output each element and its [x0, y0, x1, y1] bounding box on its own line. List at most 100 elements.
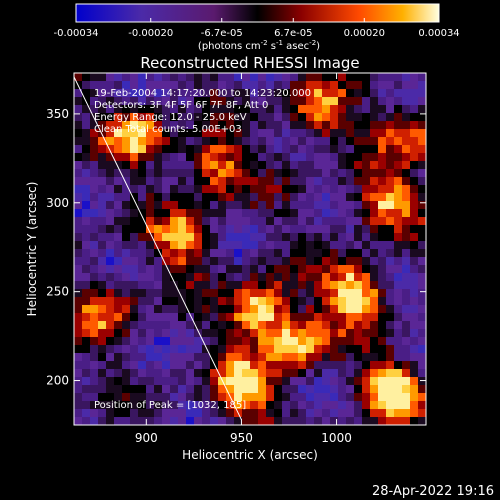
- heatmap-cell: [194, 297, 203, 306]
- heatmap-cell: [138, 409, 147, 418]
- heatmap-cell: [378, 273, 387, 282]
- heatmap-cell: [242, 281, 251, 290]
- heatmap-cell: [394, 401, 403, 410]
- heatmap-cell: [346, 409, 355, 418]
- heatmap-cell: [122, 409, 131, 418]
- heatmap-cell: [346, 353, 355, 362]
- heatmap-cell: [354, 313, 363, 322]
- heatmap-cell: [114, 153, 123, 162]
- heatmap-cell: [186, 257, 195, 266]
- heatmap-cell: [330, 193, 339, 202]
- heatmap-cell: [98, 297, 107, 306]
- heatmap-cell: [170, 393, 179, 402]
- heatmap-cell: [266, 97, 275, 106]
- heatmap-cell: [386, 281, 395, 290]
- heatmap-cell: [338, 369, 347, 378]
- heatmap-cell: [154, 321, 163, 330]
- heatmap-cell: [74, 177, 83, 186]
- heatmap-cell: [298, 289, 307, 298]
- heatmap-cell: [314, 73, 323, 82]
- heatmap-cell: [386, 217, 395, 226]
- heatmap-cell: [250, 81, 259, 90]
- heatmap-cell: [378, 177, 387, 186]
- heatmap-cell: [138, 217, 147, 226]
- heatmap-cell: [322, 89, 331, 98]
- heatmap-cell: [282, 313, 291, 322]
- heatmap-cell: [146, 73, 155, 82]
- peak-position-label: Position of Peak = [1032, 185]: [94, 400, 246, 411]
- heatmap-cell: [298, 377, 307, 386]
- heatmap-cell: [202, 377, 211, 386]
- heatmap-cell: [346, 329, 355, 338]
- heatmap-cell: [154, 345, 163, 354]
- heatmap-cell: [402, 257, 411, 266]
- heatmap-cell: [130, 145, 139, 154]
- heatmap-cell: [394, 225, 403, 234]
- heatmap-cell: [410, 129, 419, 138]
- heatmap-cell: [178, 121, 187, 130]
- heatmap-cell: [338, 409, 347, 418]
- annotation-clean-counts: Clean Total counts: 5.00E+03: [94, 124, 242, 135]
- heatmap-cell: [234, 281, 243, 290]
- heatmap-cell: [354, 369, 363, 378]
- heatmap-cell: [186, 89, 195, 98]
- heatmap-cell: [138, 401, 147, 410]
- heatmap-cell: [378, 329, 387, 338]
- heatmap-cell: [386, 249, 395, 258]
- heatmap-cell: [306, 97, 315, 106]
- heatmap-cell: [402, 121, 411, 130]
- heatmap-cell: [386, 73, 395, 82]
- heatmap-cell: [258, 281, 267, 290]
- heatmap-cell: [178, 289, 187, 298]
- heatmap-cell: [274, 161, 283, 170]
- heatmap-cell: [394, 353, 403, 362]
- heatmap-cell: [218, 145, 227, 154]
- heatmap-cell: [218, 409, 227, 418]
- heatmap-cell: [314, 89, 323, 98]
- heatmap-cell: [330, 153, 339, 162]
- heatmap-cell: [346, 177, 355, 186]
- heatmap-cell: [242, 73, 251, 82]
- heatmap-cell: [90, 345, 99, 354]
- heatmap-cell: [354, 297, 363, 306]
- heatmap-cell: [314, 153, 323, 162]
- heatmap-cell: [106, 281, 115, 290]
- heatmap-cell: [210, 121, 219, 130]
- heatmap-cell: [82, 329, 91, 338]
- heatmap-cell: [298, 361, 307, 370]
- chart-title: Reconstructed RHESSI Image: [140, 54, 359, 72]
- heatmap-cell: [298, 385, 307, 394]
- heatmap-cell: [322, 137, 331, 146]
- heatmap-cell: [82, 273, 91, 282]
- heatmap-cell: [82, 417, 91, 425]
- heatmap-cell: [362, 393, 371, 402]
- heatmap-cell: [370, 369, 379, 378]
- heatmap-cell: [146, 89, 155, 98]
- heatmap-cell: [274, 297, 283, 306]
- heatmap-cell: [194, 377, 203, 386]
- heatmap-cell: [106, 409, 115, 418]
- heatmap-cell: [258, 137, 267, 146]
- heatmap-cell: [418, 313, 426, 322]
- heatmap-cell: [306, 337, 315, 346]
- heatmap-cell: [410, 121, 419, 130]
- heatmap-cell: [386, 89, 395, 98]
- heatmap-cell: [130, 417, 139, 425]
- heatmap-cell: [314, 113, 323, 122]
- heatmap-cell: [210, 337, 219, 346]
- heatmap-cell: [170, 345, 179, 354]
- heatmap-cell: [354, 225, 363, 234]
- heatmap-cell: [154, 73, 163, 82]
- heatmap-cell: [242, 409, 251, 418]
- heatmap-cell: [298, 129, 307, 138]
- heatmap-cell: [234, 209, 243, 218]
- heatmap-cell: [266, 393, 275, 402]
- heatmap-cell: [330, 337, 339, 346]
- heatmap-cell: [418, 185, 426, 194]
- heatmap-cell: [210, 233, 219, 242]
- heatmap-cell: [106, 177, 115, 186]
- heatmap-cell: [90, 113, 99, 122]
- heatmap-cell: [386, 321, 395, 330]
- heatmap-cell: [314, 121, 323, 130]
- heatmap-cell: [258, 121, 267, 130]
